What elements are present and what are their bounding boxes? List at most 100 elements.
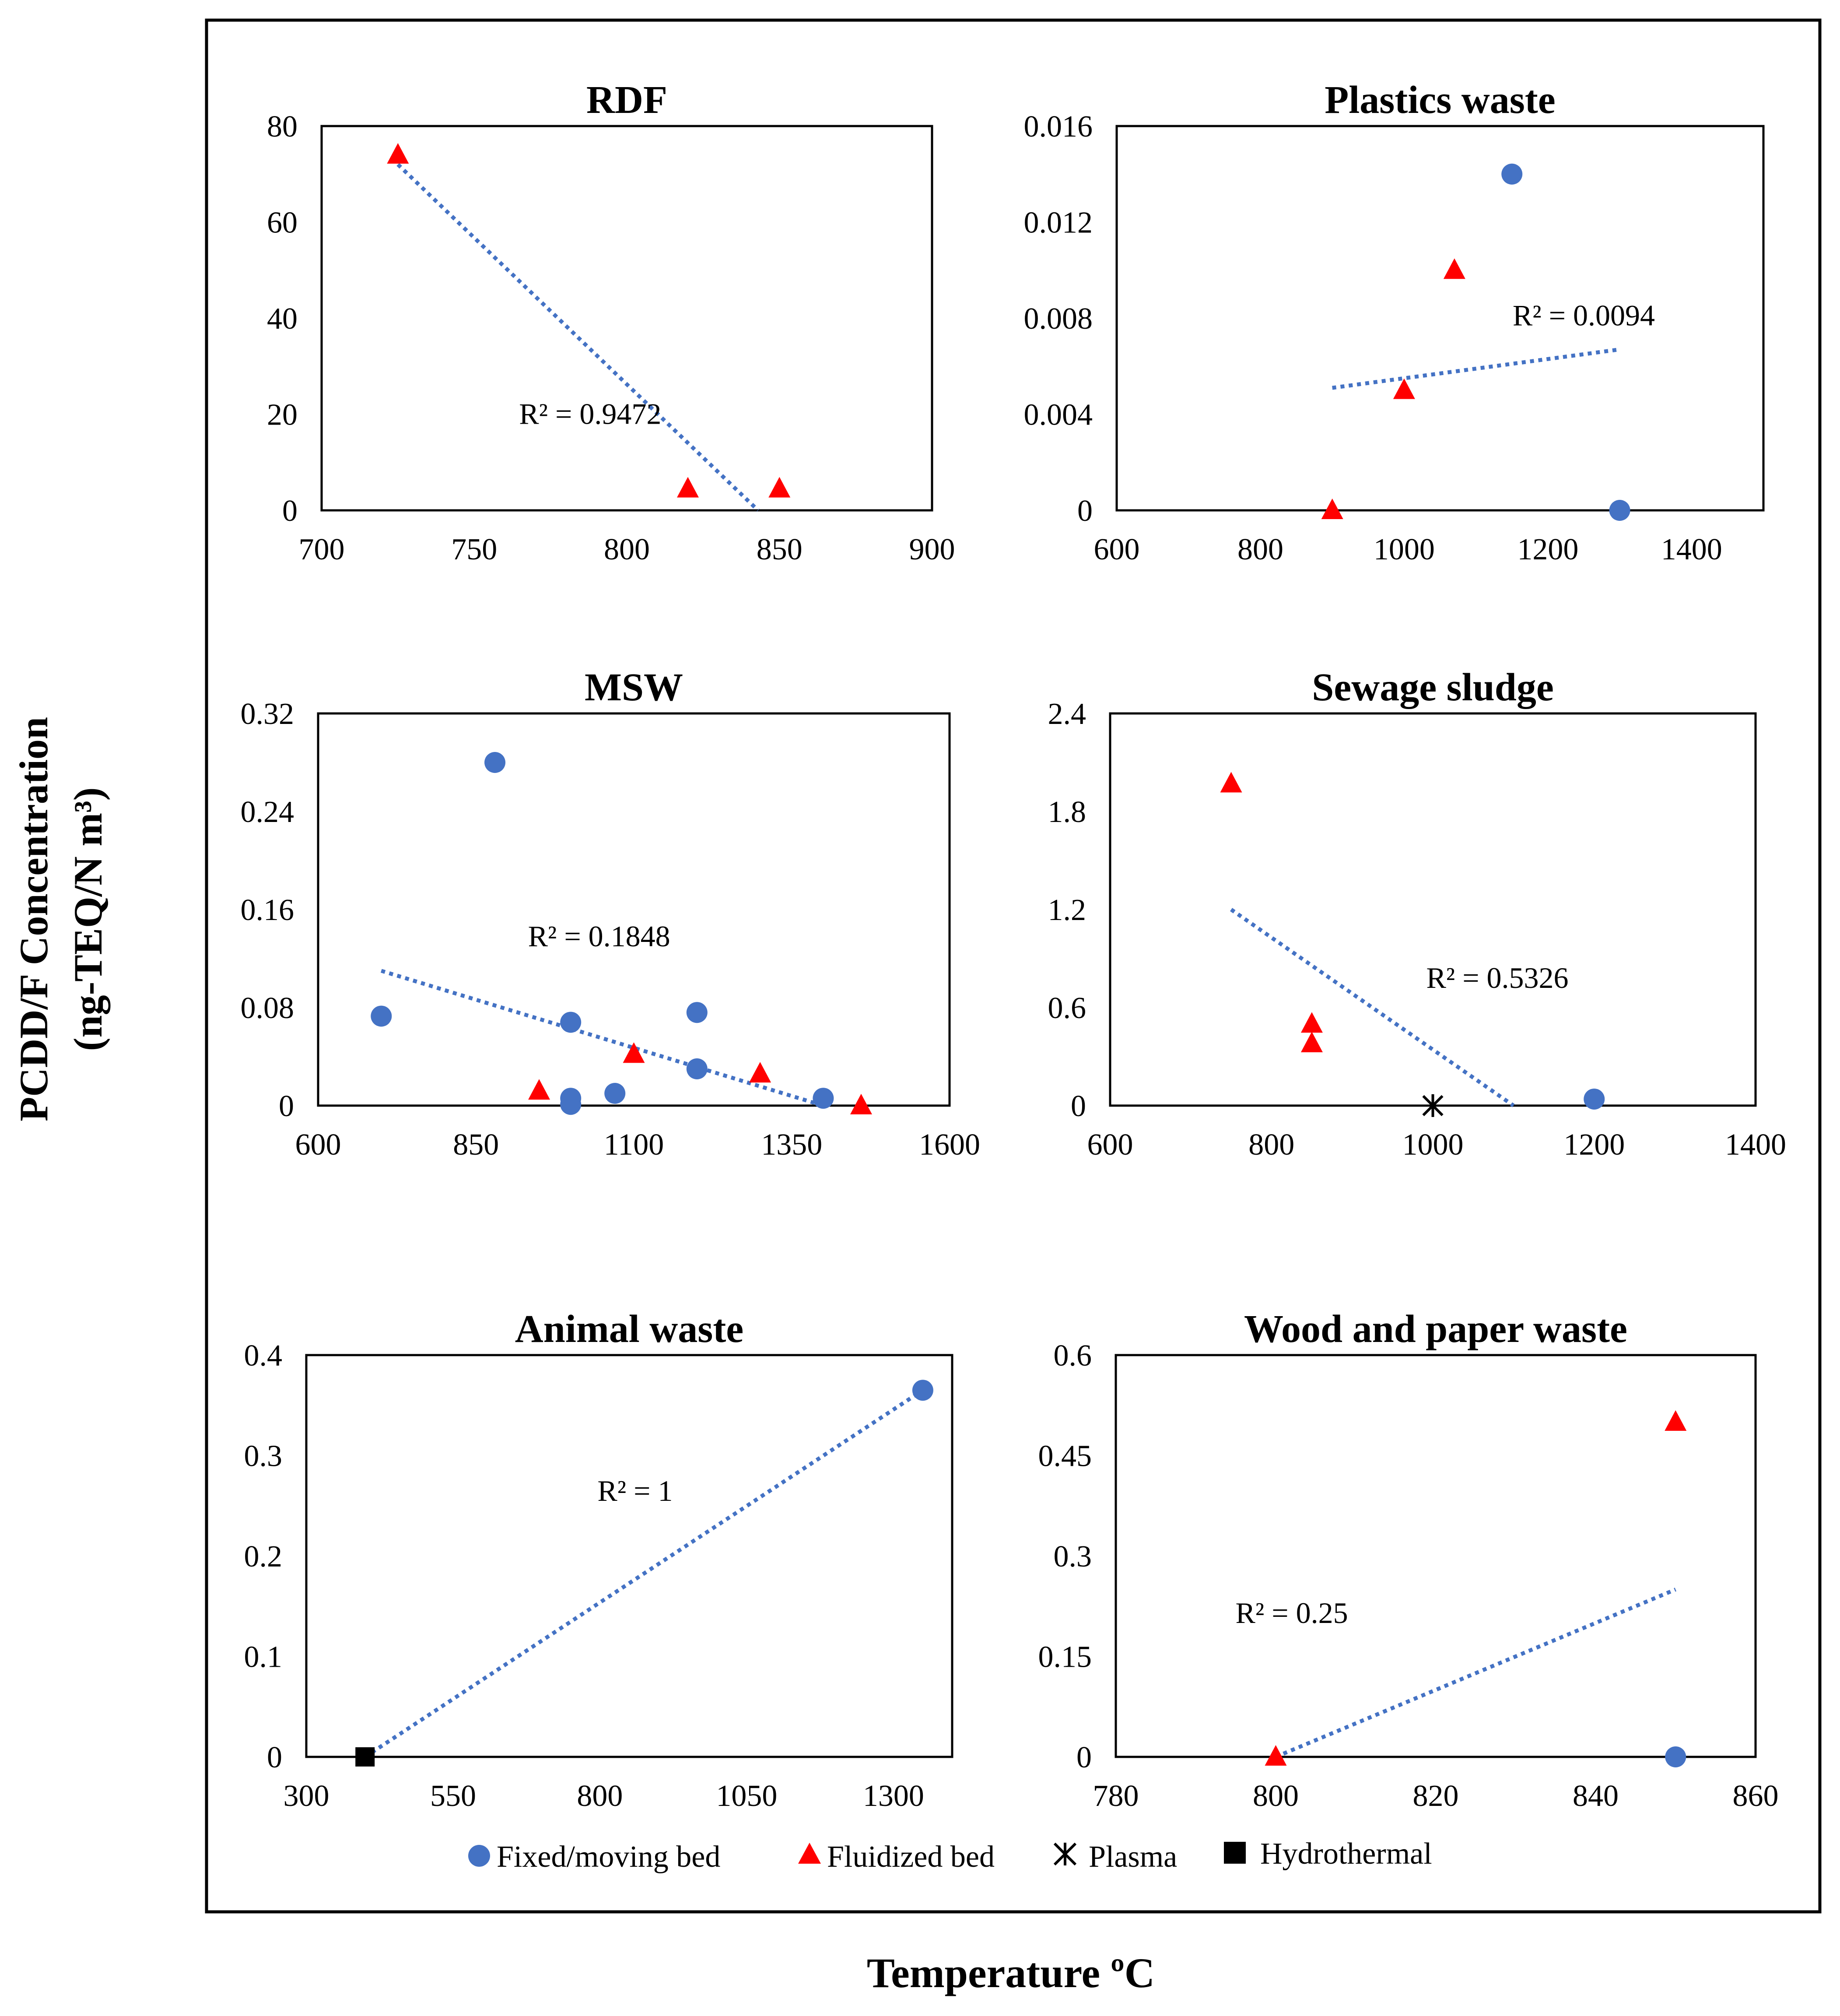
- rdf-x-tick: 850: [757, 533, 803, 566]
- sewage-sludge-point-fluidized-bed: [1220, 772, 1242, 793]
- animal-waste-y-tick: 0.4: [244, 1339, 283, 1373]
- sewage-sludge-x-tick: 1000: [1402, 1128, 1464, 1162]
- sewage-sludge-y-tick: 0.6: [1048, 991, 1086, 1025]
- rdf-plot-area: [320, 125, 933, 512]
- msw-point-fluidized-bed: [623, 1042, 645, 1063]
- wood-and-paper-waste-x-tick: 860: [1733, 1779, 1779, 1813]
- animal-waste-point-hydrothermal: [355, 1747, 375, 1767]
- msw-point-fixed-bed: [686, 1058, 708, 1079]
- plastics-waste-plot-area: [1115, 125, 1765, 512]
- rdf-point-fluidized-bed: [768, 477, 791, 498]
- msw-plot-area: [317, 712, 951, 1107]
- animal-waste-y-tick: 0: [267, 1741, 282, 1774]
- legend-fluidized-bed-icon: [798, 1843, 821, 1864]
- plastics-waste-x-tick: 1000: [1374, 533, 1435, 566]
- rdf-x-tick: 900: [909, 533, 955, 566]
- animal-waste-x-tick: 800: [577, 1779, 623, 1813]
- panels: RDF 700 750 800 850 900 0 20 40 60 80 R² = 0.9472 Pl…: [241, 78, 1787, 1813]
- rdf-y-tick: 60: [267, 206, 298, 240]
- rdf-y-tick: 20: [267, 398, 298, 432]
- plastics-waste-y-tick: 0.012: [1024, 206, 1093, 240]
- animal-waste-point-fixed-bed: [912, 1380, 933, 1401]
- sewage-sludge-y-tick: 1.8: [1048, 795, 1086, 829]
- msw-point-fixed-bed: [560, 1094, 582, 1115]
- panel-wood-and-paper-waste: Wood and paper waste 780 800 820 840 860 0 0.15…: [1038, 1307, 1779, 1813]
- wood-and-paper-waste-point-fluidized-bed: [1665, 1410, 1687, 1431]
- wood-and-paper-waste-y-tick: 0.6: [1054, 1339, 1092, 1373]
- plastics-waste-y-tick: 0.016: [1024, 110, 1093, 144]
- msw-point-fixed-bed: [686, 1002, 708, 1023]
- msw-x-tick: 1100: [604, 1128, 664, 1162]
- plastics-waste-point-fixed-bed: [1609, 500, 1630, 521]
- animal-waste-y-tick: 0.2: [244, 1540, 283, 1573]
- legend-plasma-label: Plasma: [1089, 1840, 1177, 1874]
- msw-point-fixed-bed: [371, 1005, 392, 1027]
- msw-point-fixed-bed: [813, 1088, 834, 1109]
- animal-waste-x-tick: 1050: [716, 1779, 777, 1813]
- wood-and-paper-waste-y-tick: 0: [1076, 1741, 1092, 1774]
- x-axis-label: Temperature ºC: [867, 1949, 1155, 1996]
- panel-animal-waste: Animal waste 300 550 800 1050 1300 0 0.1 0.2 0.3 0…: [244, 1307, 953, 1813]
- plastics-waste-y-tick: 0.008: [1024, 302, 1093, 336]
- sewage-sludge-title: Sewage sludge: [1312, 666, 1554, 709]
- legend-fluidized-bed-label: Fluidized bed: [827, 1840, 995, 1874]
- rdf-x-tick: 800: [604, 533, 650, 566]
- sewage-sludge-y-tick: 0: [1071, 1089, 1086, 1123]
- wood-and-paper-waste-r-squared: R² = 0.25: [1236, 1596, 1348, 1630]
- msw-point-fluidized-bed: [528, 1079, 550, 1100]
- wood-and-paper-waste-y-tick: 0.45: [1038, 1440, 1092, 1473]
- plastics-waste-y-tick: 0.004: [1024, 398, 1093, 432]
- msw-y-tick: 0.08: [241, 991, 294, 1025]
- msw-point-fluidized-bed: [850, 1094, 872, 1114]
- sewage-sludge-point-fixed-bed: [1584, 1089, 1605, 1110]
- wood-and-paper-waste-plot-area: [1115, 1354, 1757, 1758]
- sewage-sludge-y-tick: 2.4: [1048, 697, 1086, 731]
- plastics-waste-trendline: [1332, 347, 1620, 390]
- sewage-sludge-y-tick: 1.2: [1048, 893, 1086, 927]
- animal-waste-x-tick: 550: [430, 1779, 476, 1813]
- wood-and-paper-waste-point-fluidized-bed: [1265, 1745, 1287, 1766]
- rdf-y-tick: 0: [282, 494, 298, 528]
- rdf-point-fluidized-bed: [387, 143, 409, 164]
- wood-and-paper-waste-trendline: [1275, 1588, 1676, 1759]
- rdf-y-tick: 80: [267, 110, 298, 144]
- sewage-sludge-x-tick: 600: [1087, 1128, 1133, 1162]
- msw-y-tick: 0.24: [241, 795, 294, 829]
- msw-title: MSW: [585, 666, 683, 709]
- sewage-sludge-r-squared: R² = 0.5326: [1426, 961, 1568, 994]
- msw-point-fixed-bed: [560, 1012, 582, 1033]
- msw-x-tick: 1600: [919, 1128, 980, 1162]
- y-axis-label-line2: (ng-TEQ/N m³): [66, 787, 110, 1051]
- msw-x-tick: 850: [453, 1128, 499, 1162]
- plastics-waste-title: Plastics waste: [1325, 78, 1555, 122]
- rdf-point-fluidized-bed: [677, 477, 699, 498]
- rdf-title: RDF: [586, 78, 667, 122]
- plastics-waste-y-tick: 0: [1077, 494, 1093, 528]
- legend-fixed-bed-label: Fixed/moving bed: [497, 1840, 720, 1874]
- panel-rdf: RDF 700 750 800 850 900 0 20 40 60 80 R² = 0.9472: [267, 78, 955, 566]
- panel-msw: MSW 600 850 1100 1350 1600 0 0.08 0.16 0.24 0.32 R²…: [241, 666, 981, 1162]
- plastics-waste-point-fluidized-bed: [1321, 499, 1343, 519]
- msw-point-fixed-bed: [484, 752, 506, 773]
- plastics-waste-point-fluidized-bed: [1393, 378, 1415, 399]
- animal-waste-y-tick: 0.1: [244, 1640, 283, 1674]
- sewage-sludge-point-plasma: [1422, 1094, 1444, 1117]
- legend-hydrothermal-icon: [1224, 1842, 1246, 1864]
- sewage-sludge-x-tick: 1200: [1563, 1128, 1625, 1162]
- sewage-sludge-trendline: [1230, 908, 1515, 1107]
- panel-plastics-waste: Plastics waste 600 800 1000 1200 1400 0 0.004 0.…: [1024, 78, 1765, 566]
- animal-waste-r-squared: R² = 1: [597, 1474, 673, 1507]
- rdf-trendline: [396, 163, 760, 512]
- plastics-waste-x-tick: 600: [1094, 533, 1140, 566]
- wood-and-paper-waste-y-tick: 0.3: [1054, 1540, 1092, 1573]
- wood-and-paper-waste-point-fixed-bed: [1665, 1746, 1686, 1767]
- msw-point-fixed-bed: [604, 1083, 626, 1104]
- wood-and-paper-waste-x-tick: 820: [1413, 1779, 1459, 1813]
- msw-y-tick: 0: [279, 1089, 294, 1123]
- rdf-r-squared: R² = 0.9472: [519, 397, 661, 430]
- legend-hydrothermal-label: Hydrothermal: [1260, 1837, 1432, 1871]
- sewage-sludge-x-tick: 800: [1248, 1128, 1294, 1162]
- legend: Fixed/moving bed Fluidized bed Plasma Hy…: [468, 1837, 1432, 1874]
- wood-and-paper-waste-y-tick: 0.15: [1038, 1640, 1092, 1674]
